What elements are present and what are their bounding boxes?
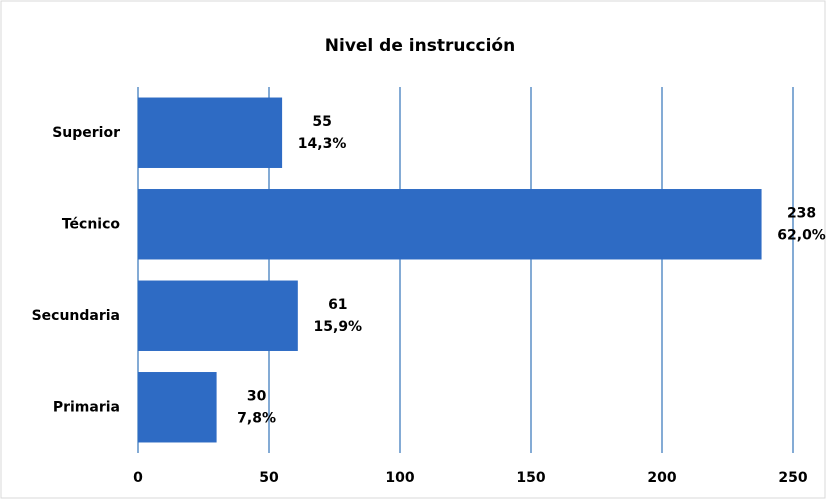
y-tick-label: Primaria [53,399,120,415]
bar [138,189,762,260]
percentage-label: 14,3% [298,136,347,152]
y-tick-label: Secundaria [32,308,120,324]
bar [138,372,217,443]
y-tick-label: Superior [52,125,120,141]
percentage-label: 62,0% [777,227,826,243]
data-label: 61 [328,297,347,313]
chart-title: Nivel de instrucción [325,36,515,56]
x-tick-label: 50 [259,470,279,486]
y-tick-label: Técnico [62,216,121,232]
x-tick-label: 150 [516,470,545,486]
percentage-label: 15,9% [314,319,363,335]
data-label: 30 [247,388,267,404]
bar [138,97,283,168]
x-tick-label: 0 [133,470,143,486]
x-tick-label: 200 [647,470,676,486]
bar [138,280,298,351]
x-tick-label: 100 [385,470,414,486]
data-label: 238 [787,205,816,221]
x-tick-label: 250 [778,470,807,486]
data-label: 55 [312,114,331,130]
percentage-label: 7,8% [237,410,276,426]
